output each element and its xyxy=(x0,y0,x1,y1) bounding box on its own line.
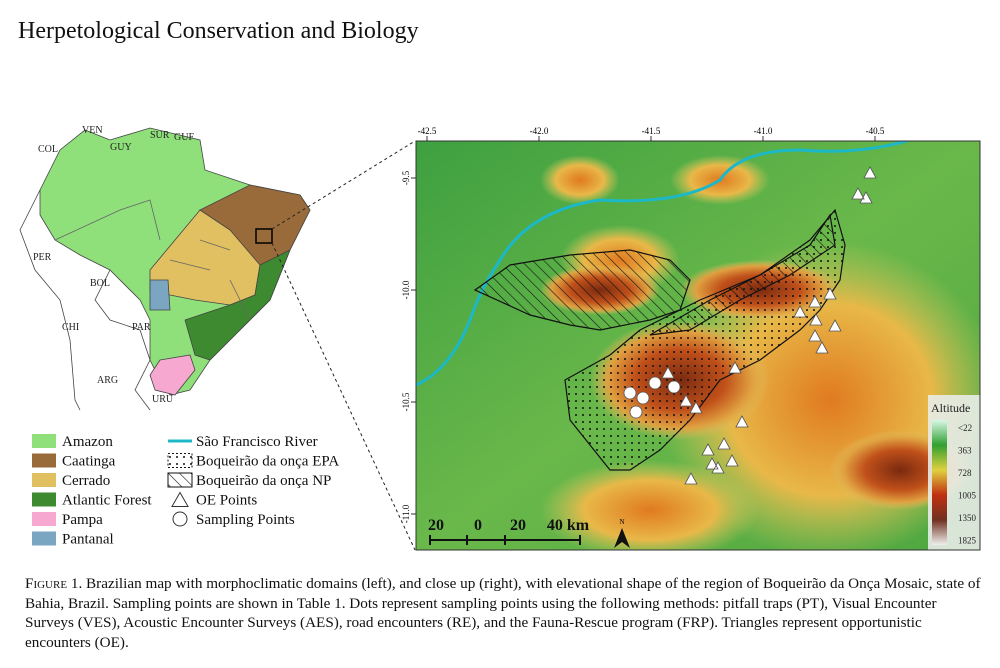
altitude-label: 1350 xyxy=(958,513,977,523)
lon-tick-label: -40.5 xyxy=(866,126,885,136)
altitude-label: 363 xyxy=(958,446,972,456)
legend-swatch xyxy=(32,531,56,546)
legend-swatch xyxy=(32,473,56,487)
country-label: SUR xyxy=(150,130,170,141)
legend-label: Boqueirão da onça NP xyxy=(196,473,331,489)
lon-tick-label: -42.5 xyxy=(418,126,437,136)
legend-swatch xyxy=(32,512,56,526)
north-label: N xyxy=(619,518,624,526)
state-border xyxy=(169,239,251,321)
lon-tick-label: -41.0 xyxy=(754,126,773,136)
legend-label: Cerrado xyxy=(62,473,110,489)
lat-tick-label: -9.5 xyxy=(401,170,411,185)
scale-bar xyxy=(429,535,581,545)
country-border xyxy=(94,269,151,411)
legend-label: Boqueirão da onça EPA xyxy=(196,454,339,470)
legend-label: São Francisco River xyxy=(196,434,318,450)
altitude-label: <22 xyxy=(958,423,972,433)
legend-epa xyxy=(167,453,193,468)
legend-label: Atlantic Forest xyxy=(62,493,152,509)
legend-triangle xyxy=(171,491,189,507)
altitude-title: Altitude xyxy=(931,401,970,415)
np-area xyxy=(649,213,836,336)
legend-np xyxy=(167,472,193,488)
map-frame xyxy=(415,140,981,551)
altitude-ramp xyxy=(932,420,947,545)
lon-tick-label: -42.0 xyxy=(530,126,549,136)
figure: COL VEN GUY SUR GUF PER BOL CHI PAR ARG URU Amazon… xyxy=(19,125,981,551)
country-label: PAR xyxy=(132,322,151,333)
legend-swatch xyxy=(32,492,56,507)
brazil-map xyxy=(19,127,311,411)
atlantic-forest xyxy=(184,249,291,361)
country-label: ARG xyxy=(97,375,118,386)
sampling-points xyxy=(623,376,681,419)
river xyxy=(416,141,911,387)
lon-tick-label: -41.5 xyxy=(642,126,661,136)
legend-label: OE Points xyxy=(196,493,257,509)
country-label: CHI xyxy=(62,322,79,333)
country-label: GUF xyxy=(174,132,194,143)
caption: Figure 1. Brazilian map with morphoclima… xyxy=(25,574,985,652)
altitude-label: 1005 xyxy=(958,491,977,501)
country-label: URU xyxy=(152,394,174,405)
legend-swatch xyxy=(32,434,56,448)
oe-triangles xyxy=(661,166,877,485)
legend-label: Amazon xyxy=(62,434,113,450)
pantanal xyxy=(149,279,171,311)
scale-label: 40 km xyxy=(547,517,590,534)
connector xyxy=(271,242,416,551)
country-label: PER xyxy=(33,252,52,263)
scale-label: 20 xyxy=(428,517,444,534)
legend-circle xyxy=(172,511,188,527)
altitude-label: 728 xyxy=(958,468,972,478)
elevation-map xyxy=(416,141,980,550)
pampa xyxy=(149,354,196,396)
north-arrow xyxy=(614,528,630,548)
legend-label: Caatinga xyxy=(62,454,116,470)
lat-tick-label: -11.0 xyxy=(401,504,411,523)
state-border xyxy=(54,199,161,241)
scale-label: 20 xyxy=(510,517,526,534)
caption-text: . Brazilian map with morphoclimatic doma… xyxy=(25,575,981,651)
lat-tick-label: -10.5 xyxy=(401,392,411,411)
country-label: BOL xyxy=(90,278,110,289)
country-label: GUY xyxy=(110,142,132,153)
country-label: COL xyxy=(38,144,58,155)
study-area-box xyxy=(255,228,273,244)
caption-label: Figure 1 xyxy=(25,575,79,592)
np-area xyxy=(473,249,691,331)
legend-label: Sampling Points xyxy=(196,512,295,528)
legend-label: Pampa xyxy=(62,512,103,528)
scale-label: 0 xyxy=(474,517,482,534)
legend-swatch xyxy=(32,453,56,468)
oe-points xyxy=(661,166,877,485)
country-border xyxy=(19,189,81,411)
country-label: VEN xyxy=(82,125,103,136)
lat-tick-label: -10.0 xyxy=(401,280,411,299)
connector xyxy=(271,140,416,230)
altitude-label: 1825 xyxy=(958,536,977,546)
legend-label: Pantanal xyxy=(62,532,114,548)
journal-title: Herpetological Conservation and Biology xyxy=(18,18,419,44)
